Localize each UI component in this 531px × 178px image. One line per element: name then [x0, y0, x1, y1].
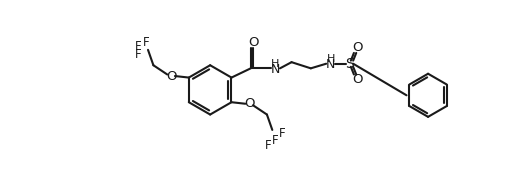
Text: O: O — [244, 97, 254, 110]
Text: F: F — [265, 139, 272, 152]
Text: S: S — [345, 57, 354, 71]
Text: F: F — [272, 134, 279, 147]
Text: N: N — [271, 63, 280, 76]
Text: O: O — [352, 41, 362, 54]
Text: O: O — [166, 70, 176, 83]
Text: H: H — [271, 59, 279, 69]
Text: F: F — [135, 48, 141, 61]
Text: O: O — [248, 36, 258, 49]
Text: F: F — [135, 40, 141, 53]
Text: H: H — [327, 54, 335, 64]
Text: N: N — [326, 58, 336, 71]
Text: F: F — [279, 127, 286, 140]
Text: O: O — [352, 73, 362, 86]
Text: F: F — [143, 36, 150, 49]
